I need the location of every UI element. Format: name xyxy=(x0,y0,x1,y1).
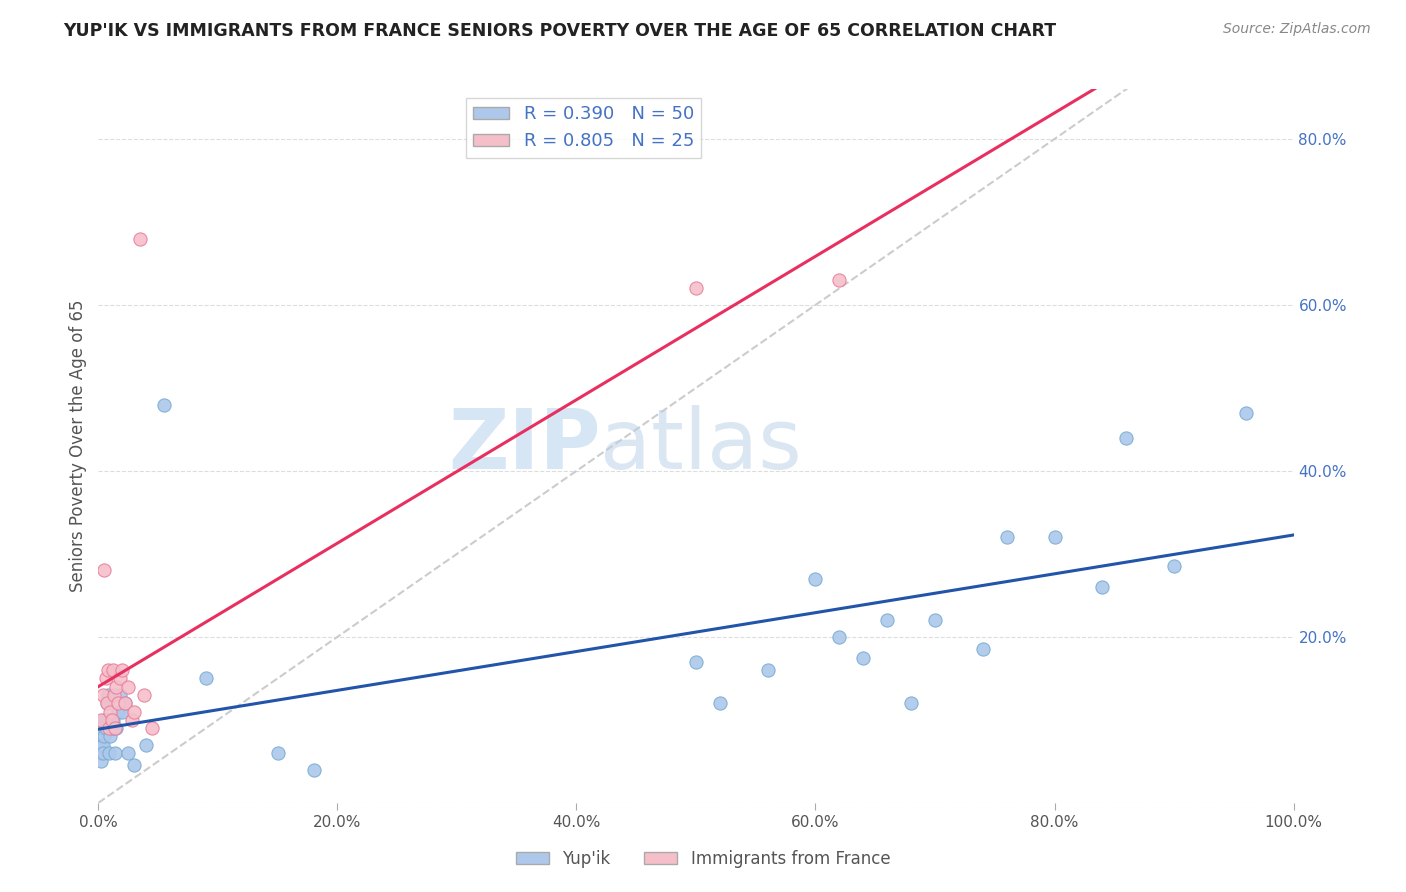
Point xyxy=(108,671,131,685)
Point xyxy=(107,696,129,710)
Point xyxy=(114,696,136,710)
Point xyxy=(756,663,779,677)
Point xyxy=(90,754,112,768)
Point xyxy=(101,663,124,677)
Text: Source: ZipAtlas.com: Source: ZipAtlas.com xyxy=(1223,22,1371,37)
Point xyxy=(98,705,122,719)
Point xyxy=(132,688,155,702)
Point xyxy=(98,713,122,727)
Point xyxy=(117,680,139,694)
Point xyxy=(1234,406,1257,420)
Legend: Yup'ik, Immigrants from France: Yup'ik, Immigrants from France xyxy=(509,844,897,875)
Point xyxy=(93,564,115,578)
Text: atlas: atlas xyxy=(600,406,801,486)
Point xyxy=(108,688,131,702)
Point xyxy=(98,721,121,735)
Point xyxy=(90,713,112,727)
Point xyxy=(101,713,124,727)
Point xyxy=(94,671,117,685)
Point xyxy=(103,688,125,702)
Point xyxy=(876,613,898,627)
Point xyxy=(709,696,731,710)
Y-axis label: Seniors Poverty Over the Age of 65: Seniors Poverty Over the Age of 65 xyxy=(69,300,87,592)
Point xyxy=(900,696,922,710)
Point xyxy=(972,642,994,657)
Point xyxy=(124,758,146,772)
Legend: R = 0.390   N = 50, R = 0.805   N = 25: R = 0.390 N = 50, R = 0.805 N = 25 xyxy=(465,98,702,158)
Point xyxy=(114,696,136,710)
Point xyxy=(91,738,114,752)
Point xyxy=(111,663,134,677)
Text: YUP'IK VS IMMIGRANTS FROM FRANCE SENIORS POVERTY OVER THE AGE OF 65 CORRELATION : YUP'IK VS IMMIGRANTS FROM FRANCE SENIORS… xyxy=(63,22,1056,40)
Point xyxy=(104,721,127,735)
Point xyxy=(129,231,152,245)
Point xyxy=(124,705,146,719)
Point xyxy=(91,730,114,744)
Point xyxy=(153,397,176,411)
Point xyxy=(135,738,157,752)
Point xyxy=(96,696,118,710)
Point xyxy=(105,680,128,694)
Point xyxy=(104,746,127,760)
Point xyxy=(1163,559,1185,574)
Point xyxy=(804,572,827,586)
Point xyxy=(852,650,875,665)
Point xyxy=(97,713,120,727)
Point xyxy=(94,721,117,735)
Point xyxy=(91,721,114,735)
Point xyxy=(267,746,290,760)
Point xyxy=(117,746,139,760)
Point xyxy=(141,721,163,735)
Point xyxy=(100,713,122,727)
Point xyxy=(105,721,128,735)
Point xyxy=(111,705,134,719)
Point xyxy=(302,763,325,777)
Point xyxy=(98,730,122,744)
Point xyxy=(93,730,115,744)
Point xyxy=(103,721,125,735)
Point xyxy=(98,746,121,760)
Point xyxy=(121,713,143,727)
Point xyxy=(96,696,118,710)
Point xyxy=(195,671,218,685)
Point xyxy=(97,688,120,702)
Point xyxy=(1091,580,1114,594)
Point xyxy=(89,746,111,760)
Text: ZIP: ZIP xyxy=(449,406,600,486)
Point xyxy=(90,738,112,752)
Point xyxy=(91,746,114,760)
Point xyxy=(93,713,115,727)
Point xyxy=(100,721,122,735)
Point xyxy=(995,530,1018,544)
Point xyxy=(94,713,117,727)
Point xyxy=(96,713,118,727)
Point xyxy=(97,663,120,677)
Point xyxy=(828,630,851,644)
Point xyxy=(685,655,707,669)
Point xyxy=(91,688,114,702)
Point xyxy=(1043,530,1066,544)
Point xyxy=(828,273,851,287)
Point xyxy=(924,613,946,627)
Point xyxy=(107,705,129,719)
Point xyxy=(685,281,707,295)
Point xyxy=(1115,431,1137,445)
